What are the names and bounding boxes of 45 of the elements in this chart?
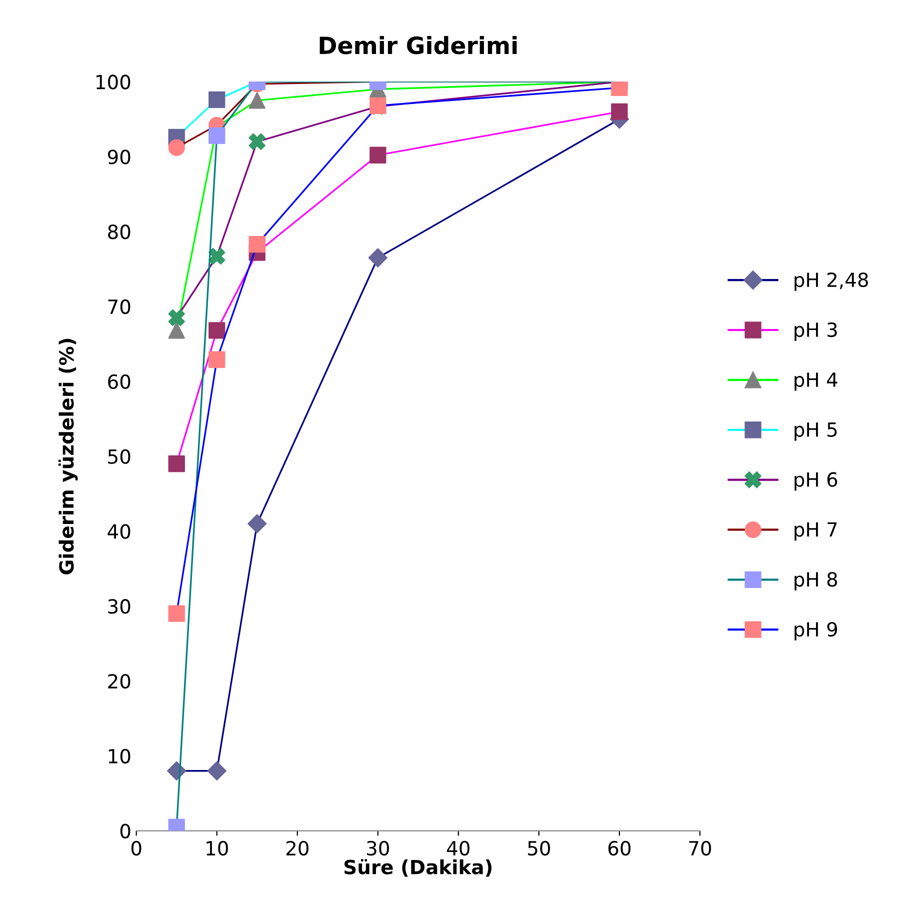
point <box>370 146 386 164</box>
y-tick-label: 30 <box>108 599 130 614</box>
point <box>207 761 226 780</box>
y-tick-label: 0 <box>120 824 130 838</box>
y-tick-label: 20 <box>108 674 130 689</box>
y-tick-label: 100 <box>96 74 130 90</box>
chart-title: Demir Giderimi <box>320 36 517 54</box>
point <box>611 103 628 120</box>
point <box>208 91 226 108</box>
x-tick-label: 10 <box>206 840 228 856</box>
legend-label: pH 9 <box>794 622 838 640</box>
point <box>168 455 185 472</box>
point <box>248 92 266 109</box>
legend-label: pH 7 <box>794 522 837 541</box>
x-tick-label: 30 <box>366 840 389 856</box>
legend-label: pH 5 <box>794 422 837 441</box>
point <box>248 514 267 534</box>
y-tick-label: 70 <box>108 299 130 314</box>
x-tick-label: 70 <box>689 840 712 856</box>
y-tick-label: 60 <box>108 374 130 390</box>
legend-label: pH 8 <box>794 572 838 591</box>
point <box>168 322 185 339</box>
legend-label: pH 2,48 <box>794 272 868 291</box>
legend-label: pH 4 <box>794 372 838 391</box>
x-tick-label: 50 <box>528 840 550 856</box>
x-tick-label: 40 <box>446 840 470 856</box>
y-tick-label: 90 <box>108 150 130 164</box>
y-axis-title: Giderim yüzdeleri (%) <box>58 338 78 574</box>
legend-label: pH 6 <box>794 472 838 491</box>
point <box>208 322 226 339</box>
y-tick-label: 50 <box>108 449 130 464</box>
point <box>248 236 266 253</box>
x-tick-label: 60 <box>608 840 630 856</box>
y-tick-label: 10 <box>108 748 130 764</box>
y-tick-label: 80 <box>108 224 130 240</box>
x-tick-label: 0 <box>131 840 142 856</box>
point <box>368 248 388 268</box>
x-tick-label: 20 <box>286 840 308 856</box>
point <box>208 351 226 368</box>
point <box>168 605 185 622</box>
legend-label: pH 3 <box>794 322 837 341</box>
y-tick-label: 40 <box>108 524 130 539</box>
point <box>208 127 226 144</box>
x-axis-title: Süre (Dakika) <box>344 859 492 877</box>
point <box>611 82 628 96</box>
